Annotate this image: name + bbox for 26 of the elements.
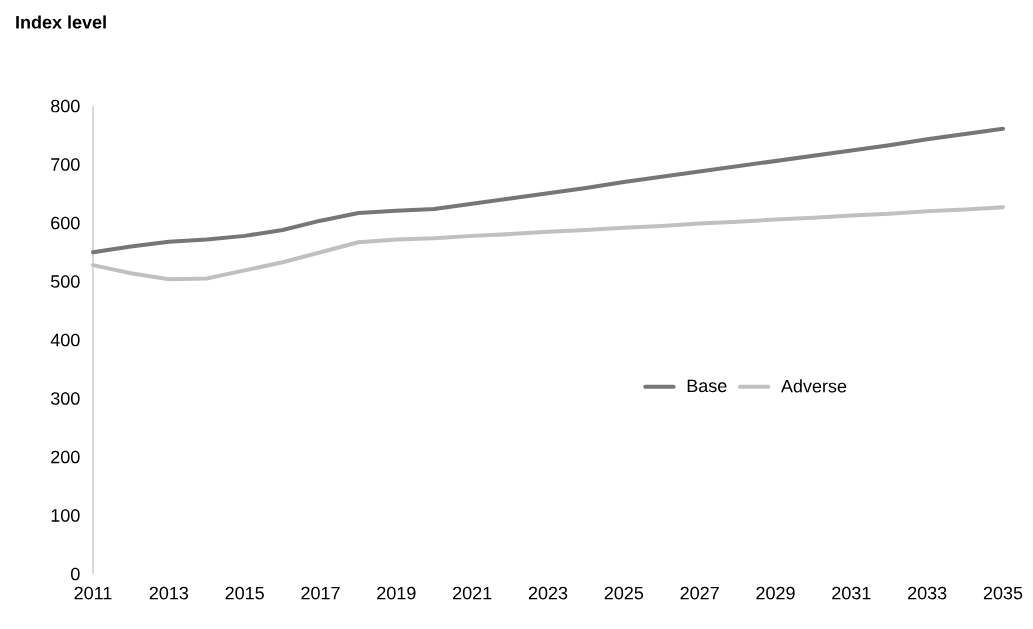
x-tick-label: 2031 bbox=[832, 586, 871, 600]
legend-label: Adverse bbox=[780, 379, 847, 393]
x-tick-label: 2011 bbox=[74, 586, 112, 600]
y-tick-label: 200 bbox=[51, 450, 80, 464]
x-tick-label: 2013 bbox=[149, 586, 189, 600]
x-tick-label: 2019 bbox=[377, 586, 416, 600]
y-axis-title: Index level bbox=[16, 15, 106, 29]
y-tick-label: 100 bbox=[51, 509, 80, 522]
x-tick-label: 2029 bbox=[756, 586, 795, 600]
y-tick-label: 300 bbox=[50, 392, 80, 405]
y-tick-label: 800 bbox=[51, 99, 80, 113]
y-tick-label: 500 bbox=[51, 275, 80, 288]
x-tick-label: 2025 bbox=[604, 586, 644, 600]
line-series bbox=[91, 205, 1006, 282]
x-tick-label: 2027 bbox=[680, 586, 719, 600]
y-tick-label: 600 bbox=[51, 216, 80, 230]
y-tick-label: 700 bbox=[51, 158, 80, 171]
x-tick-label: 2033 bbox=[908, 586, 947, 600]
legend-label: Base bbox=[687, 379, 727, 393]
x-tick-label: 2035 bbox=[983, 586, 1023, 600]
x-tick-label: 2021 bbox=[453, 586, 492, 600]
x-tick-label: 2023 bbox=[528, 586, 568, 600]
x-tick-label: 2017 bbox=[301, 586, 340, 600]
y-tick-label: 0 bbox=[71, 567, 80, 581]
y-tick-label: 400 bbox=[50, 333, 80, 347]
x-tick-label: 2015 bbox=[225, 586, 264, 600]
